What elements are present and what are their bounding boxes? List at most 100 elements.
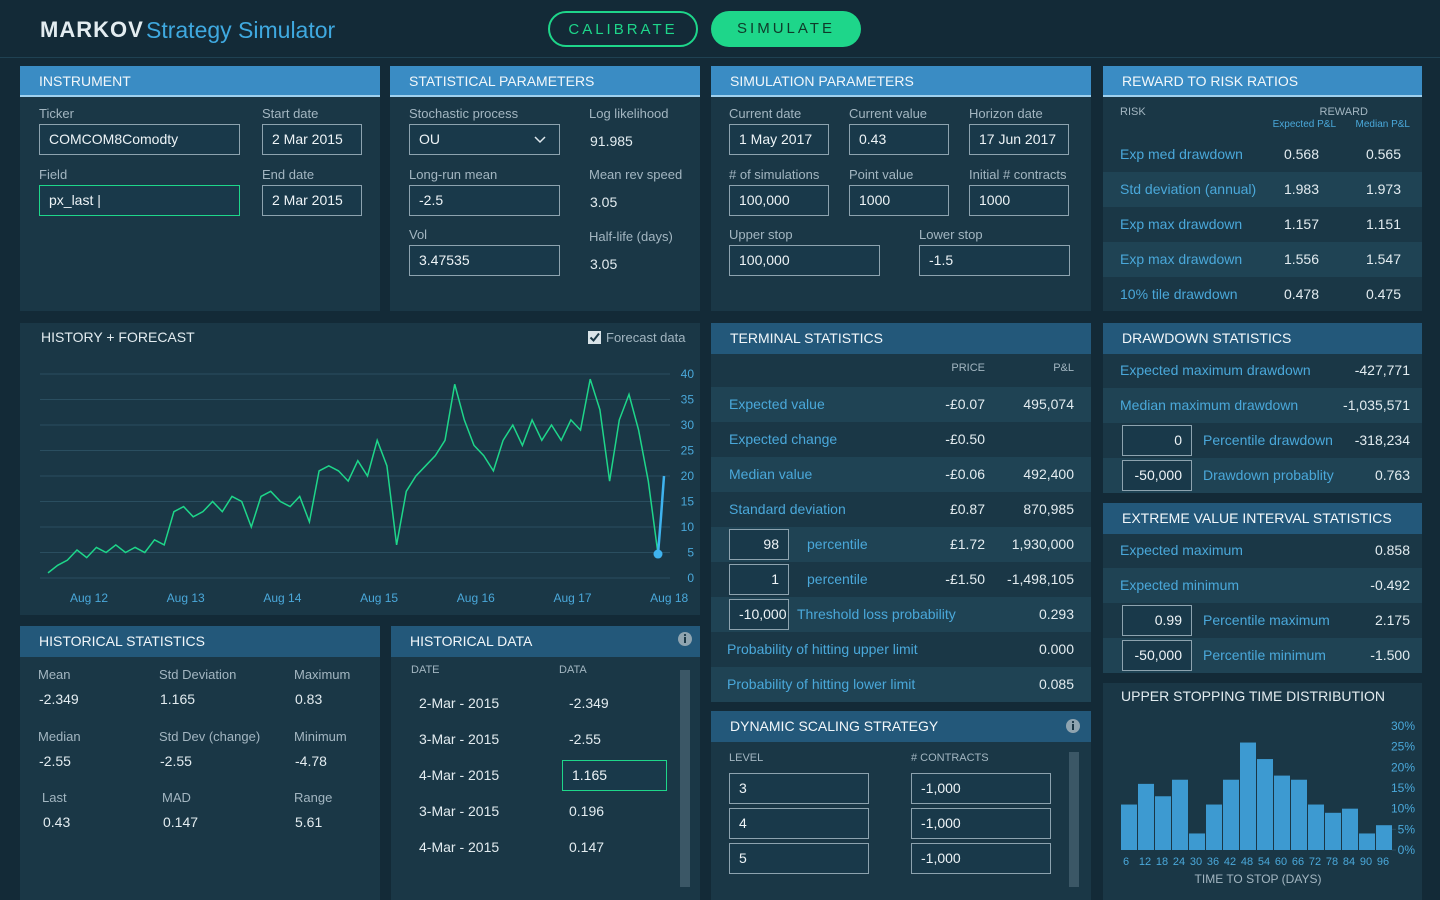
field-label: Vol xyxy=(409,227,428,242)
field-input[interactable]: 1000 xyxy=(849,185,949,216)
instrument-panel-header: INSTRUMENT xyxy=(20,66,380,97)
field-label: Start date xyxy=(262,106,319,121)
stat-label: Median xyxy=(38,728,81,744)
row-stripe xyxy=(1103,172,1422,207)
data-cell-selected[interactable]: 1.165 xyxy=(562,760,667,791)
top-bar xyxy=(0,0,1440,58)
row-input[interactable]: -50,000 xyxy=(1122,640,1192,671)
field-input[interactable]: -2.5 xyxy=(409,185,560,216)
row-label: Median maximum drawdown xyxy=(1120,397,1299,413)
field-input[interactable]: 2 Mar 2015 xyxy=(262,124,362,155)
row-value: 0.568 xyxy=(1283,146,1319,162)
field-input[interactable]: 0.43 xyxy=(849,124,949,155)
row-price: £1.72 xyxy=(949,536,985,552)
row-input[interactable]: 98 xyxy=(729,529,789,560)
simulation-panel-header: SIMULATION PARAMETERS xyxy=(711,66,1091,97)
simulate-button[interactable]: SIMULATE xyxy=(711,11,861,47)
row-label: Percentile maximum xyxy=(1203,612,1330,628)
row-stripe xyxy=(1103,388,1422,423)
row-label: Percentile drawdown xyxy=(1203,432,1333,448)
hist-stats-panel-header: HISTORICAL STATISTICS xyxy=(20,626,380,657)
level-input[interactable]: 3 xyxy=(729,773,869,804)
hist-data-panel-header: HISTORICAL DATA xyxy=(391,626,700,657)
row-value: 0.858 xyxy=(1374,542,1410,558)
reward-panel-header: REWARD TO RISK RATIOS xyxy=(1103,66,1422,97)
date-cell: 3-Mar - 2015 xyxy=(419,731,500,747)
row-pnl: 0.085 xyxy=(1038,676,1074,692)
field-input[interactable]: 100,000 xyxy=(729,245,880,276)
field-input[interactable]: 1 May 2017 xyxy=(729,124,829,155)
column-label: PRICE xyxy=(951,362,985,374)
level-input[interactable]: 5 xyxy=(729,843,869,874)
scrollbar[interactable] xyxy=(1069,752,1079,887)
row-label: Standard deviation xyxy=(729,501,846,517)
column-label: Expected P&L xyxy=(1272,119,1336,130)
stat-label: Mean xyxy=(38,667,71,682)
calibrate-button[interactable]: CALIBRATE xyxy=(548,11,698,47)
field-label: Mean rev speed xyxy=(589,167,683,182)
forecast-checkbox[interactable] xyxy=(588,331,601,344)
scrollbar[interactable] xyxy=(680,670,690,887)
row-label: Probability of hitting lower limit xyxy=(727,676,916,692)
row-input[interactable]: 0.99 xyxy=(1122,605,1192,636)
row-label: percentile xyxy=(807,571,868,587)
date-cell: 4-Mar - 2015 xyxy=(419,839,500,855)
row-input[interactable]: -50,000 xyxy=(1122,460,1192,491)
row-label: Expected value xyxy=(729,396,825,412)
extreme_value_statistics-panel-header: EXTREME VALUE INTERVAL STATISTICS xyxy=(1103,503,1422,534)
row-label: Percentile minimum xyxy=(1203,647,1326,663)
row-label: Exp max drawdown xyxy=(1120,216,1243,232)
field-input[interactable]: px_last | xyxy=(39,185,240,216)
column-label: REWARD xyxy=(1319,106,1368,118)
field-input[interactable]: 2 Mar 2015 xyxy=(262,185,362,216)
field-label: Current value xyxy=(849,106,928,121)
field-input[interactable]: COMCOM8Comodty xyxy=(39,124,240,155)
row-label: Std deviation (annual) xyxy=(1120,181,1257,197)
row-input[interactable]: 0 xyxy=(1122,425,1192,456)
row-stripe xyxy=(1103,568,1422,603)
row-value: 0.565 xyxy=(1365,146,1401,162)
row-pnl: -1,498,105 xyxy=(1007,571,1074,587)
field-label: Long-run mean xyxy=(409,167,498,182)
field-label: Half-life (days) xyxy=(589,229,673,244)
row-pnl: 495,074 xyxy=(1023,396,1074,412)
contracts-input[interactable]: -1,000 xyxy=(911,773,1051,804)
chart-title: UPPER STOPPING TIME DISTRIBUTION xyxy=(1121,688,1385,704)
column-label: DATA xyxy=(559,664,587,676)
field-value: 3.05 xyxy=(590,256,618,272)
row-value: 1.983 xyxy=(1283,181,1319,197)
row-price: -£0.07 xyxy=(945,396,985,412)
row-input[interactable]: 1 xyxy=(729,564,789,595)
select-input[interactable]: OU xyxy=(409,124,560,155)
field-input[interactable]: 100,000 xyxy=(729,185,829,216)
row-input[interactable]: -10,000 xyxy=(729,599,789,630)
row-label: Expected minimum xyxy=(1120,577,1240,593)
field-value: 3.05 xyxy=(590,194,618,210)
stat-label: MAD xyxy=(162,790,191,805)
row-label: Median value xyxy=(729,466,813,482)
field-input[interactable]: -1.5 xyxy=(919,245,1070,276)
stat-label: Minimum xyxy=(294,728,347,744)
data-cell: 0.147 xyxy=(569,839,605,855)
field-input[interactable]: 17 Jun 2017 xyxy=(969,124,1069,155)
field-input[interactable]: 1000 xyxy=(969,185,1069,216)
field-input[interactable]: 3.47535 xyxy=(409,245,560,276)
data-cell: -2.349 xyxy=(569,695,609,711)
brand: MARKOV xyxy=(40,17,144,42)
level-input[interactable]: 4 xyxy=(729,808,869,839)
row-pnl: 0.000 xyxy=(1038,641,1074,657)
column-label: LEVEL xyxy=(729,752,764,764)
contracts-input[interactable]: -1,000 xyxy=(911,843,1051,874)
column-label: P&L xyxy=(1053,362,1074,374)
row-value: -318,234 xyxy=(1354,432,1410,448)
row-label: 10% tile drawdown xyxy=(1120,286,1238,302)
app-title: Strategy Simulator xyxy=(146,17,336,43)
row-label: Expected change xyxy=(729,431,838,447)
row-value: -1,035,571 xyxy=(1343,397,1410,413)
row-label: Drawdown probablity xyxy=(1203,467,1334,483)
checkbox-label: Forecast data xyxy=(606,330,686,345)
field-label: Initial # contracts xyxy=(969,167,1067,182)
row-pnl: 1,930,000 xyxy=(1011,536,1074,552)
contracts-input[interactable]: -1,000 xyxy=(911,808,1051,839)
